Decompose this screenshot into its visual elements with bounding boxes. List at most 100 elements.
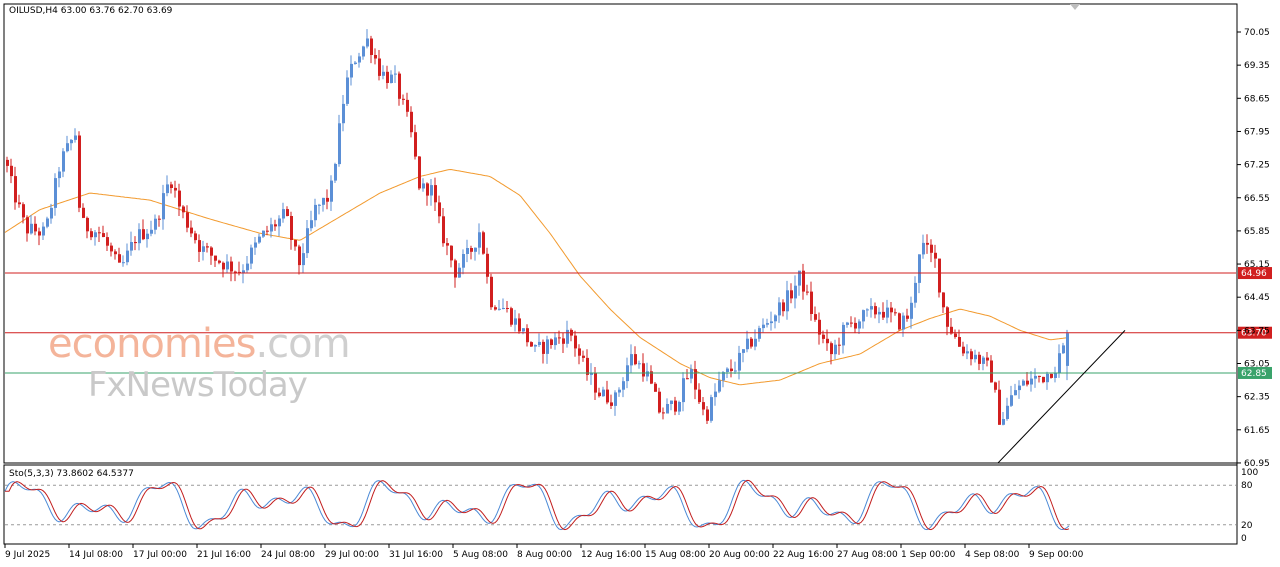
time-tick-label: 8 Aug 00:00 <box>517 550 572 560</box>
candle-body <box>350 63 353 78</box>
candle-body <box>206 246 209 248</box>
candle-body <box>894 312 897 314</box>
candle-body <box>678 402 681 412</box>
time-tick-label: 9 Jul 2025 <box>5 550 50 560</box>
candle-body <box>970 351 973 360</box>
candle-body <box>642 363 645 377</box>
price-tick-label: 70.05 <box>1244 28 1270 38</box>
candle-body <box>102 233 105 237</box>
candle-body <box>1010 395 1013 406</box>
support-trendline <box>997 330 1126 464</box>
time-tick-label: 27 Aug 08:00 <box>837 550 898 560</box>
candle-body <box>550 339 553 345</box>
candle-body <box>662 412 665 414</box>
candle-body <box>454 260 457 278</box>
candle-body <box>534 345 537 347</box>
candlestick-series <box>6 29 1069 426</box>
time-tick-label: 9 Sep 00:00 <box>1029 550 1084 560</box>
candle-body <box>646 371 649 377</box>
candle-body <box>634 354 637 365</box>
candle-body <box>466 248 469 254</box>
candle-body <box>234 271 237 273</box>
candle-body <box>510 308 513 325</box>
candle-body <box>126 250 129 263</box>
candle-body <box>430 185 433 196</box>
candle-body <box>886 307 889 318</box>
candle-body <box>402 98 405 100</box>
candle-body <box>914 282 917 303</box>
candle-body <box>42 226 45 236</box>
candle-body <box>114 251 117 255</box>
candle-body <box>414 132 417 157</box>
price-tick-label: 60.95 <box>1244 459 1270 469</box>
candle-body <box>818 319 821 335</box>
candle-body <box>106 237 109 246</box>
price-tick-label: 64.45 <box>1244 293 1270 303</box>
candle-body <box>658 391 661 413</box>
candle-body <box>354 62 357 64</box>
candle-body <box>250 247 253 264</box>
candle-body <box>906 315 909 319</box>
candle-body <box>470 248 473 252</box>
stochastic-series <box>4 479 1070 531</box>
candle-body <box>990 360 993 383</box>
trendline[interactable] <box>997 330 1126 464</box>
candle-body <box>50 207 53 219</box>
level-price-tag <box>1238 366 1272 379</box>
watermark-economies-text: economies.com <box>48 321 351 367</box>
candle-body <box>130 242 133 251</box>
candle-body <box>734 370 737 372</box>
candle-body <box>18 202 21 205</box>
candle-body <box>890 307 893 313</box>
chart-shift-marker[interactable] <box>1070 4 1080 10</box>
candle-body <box>862 310 865 322</box>
price-tick-label: 67.25 <box>1244 161 1270 171</box>
candle-body <box>1062 345 1065 354</box>
candle-body <box>630 354 633 366</box>
level-price-tag <box>1238 267 1272 280</box>
time-tick-label: 21 Jul 16:00 <box>197 550 251 560</box>
candle-body <box>954 333 957 337</box>
price-tick-label: 66.55 <box>1244 194 1270 204</box>
candle-body <box>1002 419 1005 425</box>
candle-body <box>1034 375 1037 379</box>
candle-body <box>1046 373 1049 383</box>
horizontal-levels[interactable]: 64.96 63.70 62.85 <box>5 267 1272 379</box>
candle-body <box>790 290 793 299</box>
candle-body <box>290 216 293 240</box>
candle-body <box>738 352 741 371</box>
candle-body <box>994 382 997 390</box>
candle-body <box>198 240 201 252</box>
candle-body <box>746 338 749 350</box>
candle-body <box>310 220 313 229</box>
candle-body <box>1058 353 1061 373</box>
candle-body <box>118 254 121 263</box>
candle-body <box>174 187 177 191</box>
candle-body <box>762 324 765 329</box>
candle-body <box>1006 405 1009 419</box>
candle-body <box>898 313 901 330</box>
candle-body <box>150 229 153 234</box>
candle-body <box>294 240 297 247</box>
candle-body <box>434 185 437 203</box>
candle-body <box>418 156 421 189</box>
candle-body <box>690 369 693 379</box>
candle-body <box>730 368 733 371</box>
time-tick-label: 17 Jul 00:00 <box>133 550 187 560</box>
time-tick-label: 29 Jul 00:00 <box>325 550 379 560</box>
candle-body <box>518 318 521 332</box>
stoch-level-lines <box>5 484 1236 526</box>
stoch-tick-label: 80 <box>1241 481 1253 491</box>
candle-body <box>542 341 545 354</box>
candle-body <box>878 311 881 315</box>
candle-body <box>650 371 653 384</box>
candle-body <box>594 373 597 393</box>
candle-body <box>590 373 593 375</box>
candle-body <box>582 355 585 358</box>
candle-body <box>694 369 697 390</box>
price-axis: 70.05 69.35 68.65 67.95 67.25 66.55 65.85 65.15… <box>1237 28 1270 469</box>
candle-body <box>698 389 701 403</box>
candle-body <box>498 308 501 310</box>
candle-body <box>302 253 305 266</box>
